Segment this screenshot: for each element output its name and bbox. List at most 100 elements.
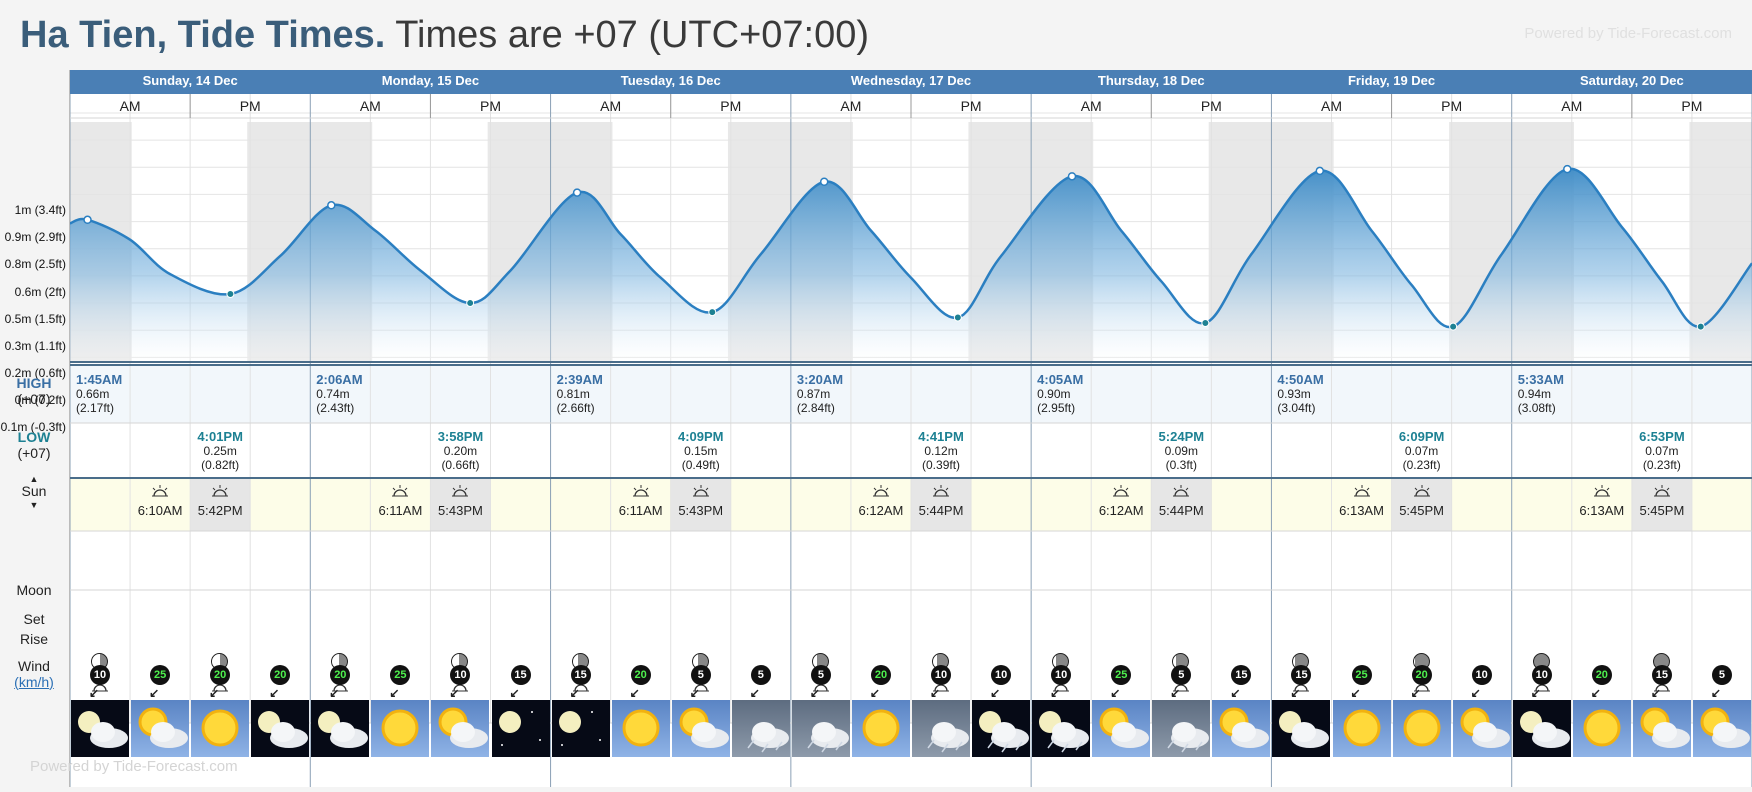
moon-lit-portion (572, 654, 578, 669)
high-tide-value: 0.94m (1517, 387, 1552, 401)
high-tide-value: 0.66m (76, 387, 110, 401)
weather-day-cloud-icon (1452, 700, 1511, 757)
weather-night-clear-icon (551, 700, 610, 757)
low-tide-value: (0.39ft) (922, 458, 961, 472)
weather-day-cloud-icon (431, 700, 490, 757)
wind-speed-badge: 5 (810, 665, 831, 685)
wind-direction-arrow-icon: ↙ (1170, 686, 1181, 700)
weather-storm-icon (1152, 700, 1211, 757)
low-tide-value: 5:24PM (1158, 429, 1205, 444)
low-tide-marker (1696, 322, 1705, 331)
weather-night-cloud-icon (1272, 700, 1331, 757)
wind-direction-arrow-icon: ↙ (1050, 686, 1061, 700)
high-tide-marker (819, 177, 829, 186)
page-title: Ha Tien, Tide Times. Times are +07 (UTC+… (20, 12, 869, 58)
weather-sun-icon (1332, 700, 1391, 757)
moonrise-icon (812, 684, 829, 692)
low-tide-value: (0.23ft) (1402, 458, 1441, 472)
high-tide-value: 1:45AM (76, 372, 123, 387)
wind-speed-badge: 10 (90, 665, 111, 685)
pm-label: PM (720, 98, 742, 114)
wind-speed-badge: 25 (1351, 665, 1372, 685)
sunset-icon (692, 485, 709, 497)
weather-glyph (1167, 722, 1210, 753)
weather-glyph (1460, 707, 1510, 748)
moon-lit-portion (212, 654, 220, 669)
wind-direction-arrow-icon: ↙ (509, 686, 520, 700)
am-label: AM (840, 98, 862, 114)
wind-direction-arrow-icon: ↙ (1530, 686, 1541, 700)
low-tide-value: 0.09m (1164, 444, 1198, 458)
low-tide-value: 3:58PM (437, 429, 484, 444)
wind-speed-badge: 20 (330, 665, 351, 685)
moon-lit-portion (452, 654, 459, 669)
low-label: LOW (17, 429, 51, 445)
weather-glyph (1279, 711, 1330, 748)
sunrise-icon (1353, 485, 1370, 497)
wind-direction-arrow-icon: ↙ (209, 686, 220, 700)
high-tide-value: 3:20AM (796, 372, 844, 387)
weather-glyph (1640, 707, 1690, 748)
low-label-block: LOW (+07) (0, 429, 68, 461)
wind-speed-badge: 10 (991, 665, 1012, 685)
pm-label: PM (479, 98, 501, 114)
wind-speed-badge: 25 (150, 665, 171, 685)
low-tide-marker (708, 308, 717, 317)
low-tide-value: (0.3ft) (1165, 458, 1197, 472)
am-label: AM (1080, 98, 1102, 114)
high-tide-value: 0.90m (1037, 387, 1071, 401)
moon-lit-portion (812, 654, 817, 669)
wind-direction-arrow-icon: ↙ (930, 686, 941, 700)
weather-day-cloud-icon (1632, 700, 1691, 757)
day-header: Monday, 15 Dec (381, 73, 480, 88)
sun-up-arrow-icon: ▲ (29, 474, 39, 484)
powered-by-footer-text: Powered by Tide-Forecast.com (30, 760, 238, 774)
sunrise-icon (632, 485, 649, 497)
high-tide-value: 5:33AM (1517, 372, 1564, 387)
high-tide-value: (2.95ft) (1037, 401, 1076, 415)
sunrise-time: 6:13AM (1339, 503, 1384, 518)
weather-night-cloud-icon (1512, 700, 1571, 757)
tide-chart (69, 70, 1752, 787)
low-tide-value: 0.20m (443, 444, 478, 458)
weather-sun-icon (611, 700, 670, 757)
high-tide-entry: 4:50AM 0.93m (3.04ft) (1277, 373, 1323, 416)
wind-direction-arrow-icon: ↙ (1110, 686, 1121, 700)
moon-lit-portion (92, 654, 100, 669)
high-tide-entry: 2:06AM 0.74m (2.43ft) (316, 373, 362, 416)
low-tide-marker (1201, 318, 1210, 327)
weather-glyph (1403, 709, 1441, 747)
weather-sun-icon (1392, 700, 1451, 757)
low-tide-value: 4:01PM (197, 429, 243, 444)
moon-lit-portion (1413, 654, 1415, 669)
wind-speed-badge: 10 (1531, 665, 1552, 685)
sunrise-icon (1113, 485, 1130, 497)
timezone-note: Times are +07 (UTC+07:00) (395, 14, 870, 56)
wind-direction-arrow-icon: ↙ (389, 686, 400, 700)
weather-glyph (1099, 707, 1150, 748)
wind-speed-badge: 20 (1411, 665, 1432, 685)
wind-unit-link[interactable]: (km/h) (14, 674, 54, 690)
wind-direction-arrow-icon: ↙ (149, 686, 160, 700)
wind-direction-arrow-icon: ↙ (809, 686, 820, 700)
weather-glyph (381, 709, 419, 747)
weather-glyph (622, 709, 660, 747)
weather-storm-icon (731, 700, 790, 757)
weather-glyph (1519, 711, 1570, 748)
moonrise-icon (92, 684, 109, 692)
weather-glyph (201, 709, 239, 747)
wind-label: Wind (18, 658, 50, 674)
low-tide-entry: 6:53PM 0.07m (0.23ft) (1627, 430, 1697, 473)
high-tide-value: 0.87m (796, 387, 831, 401)
low-tide-value: 6:09PM (1398, 429, 1445, 444)
high-tide-value: (3.08ft) (1517, 401, 1556, 415)
sunset-time: 5:43PM (438, 503, 483, 518)
high-tide-marker (1067, 172, 1077, 181)
weather-glyph (138, 707, 189, 748)
low-tide-marker (226, 290, 235, 299)
low-tide-value: 0.15m (684, 444, 718, 458)
high-tide-value: (2.43ft) (316, 401, 355, 415)
wind-direction-arrow-icon: ↙ (749, 686, 760, 700)
sunset-time: 5:43PM (678, 503, 724, 518)
weather-storm-icon (791, 700, 850, 757)
